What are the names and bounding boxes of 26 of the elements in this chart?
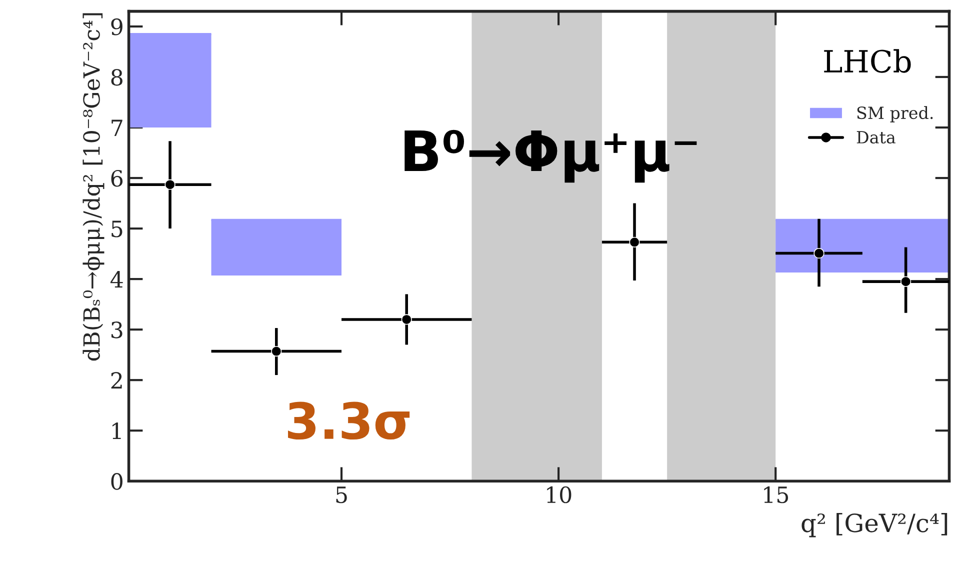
point bbox=[271, 346, 282, 357]
point bbox=[401, 314, 412, 325]
y-tick-label: 9 bbox=[111, 18, 122, 36]
x-tick-label: 10 bbox=[547, 486, 572, 504]
y-tick-label: 0 bbox=[111, 473, 122, 490]
annotation: LHCb bbox=[824, 49, 911, 73]
y-tick-label: 4 bbox=[110, 270, 123, 288]
y-tick-label: 8 bbox=[111, 68, 122, 86]
y-tick-label: 6 bbox=[111, 170, 123, 187]
x-axis-title: q² [GeV²/c⁴] bbox=[802, 513, 948, 538]
annotation: 3.3σ bbox=[288, 402, 410, 440]
y-tick-label: 7 bbox=[112, 120, 122, 136]
y-tick-label: 1 bbox=[112, 422, 121, 440]
y-tick-label: 5 bbox=[112, 220, 122, 238]
y-tick-label: 2 bbox=[111, 372, 122, 389]
point bbox=[164, 179, 176, 190]
point bbox=[900, 276, 912, 287]
legend-label: Data bbox=[856, 131, 896, 144]
x-tick-label: 15 bbox=[764, 486, 788, 504]
x-tick-label: 5 bbox=[336, 486, 347, 504]
annotation: B⁰→Φμ⁺μ⁻ bbox=[404, 130, 697, 183]
legend-label: SM pred. bbox=[857, 106, 933, 122]
point bbox=[814, 248, 824, 259]
y-axis-title: dB(Bₛ⁰→ϕμμ)/dq² [10⁻⁸GeV⁻²c⁴] bbox=[82, 13, 104, 361]
y-tick-label: 3 bbox=[111, 322, 122, 338]
point bbox=[629, 236, 640, 248]
